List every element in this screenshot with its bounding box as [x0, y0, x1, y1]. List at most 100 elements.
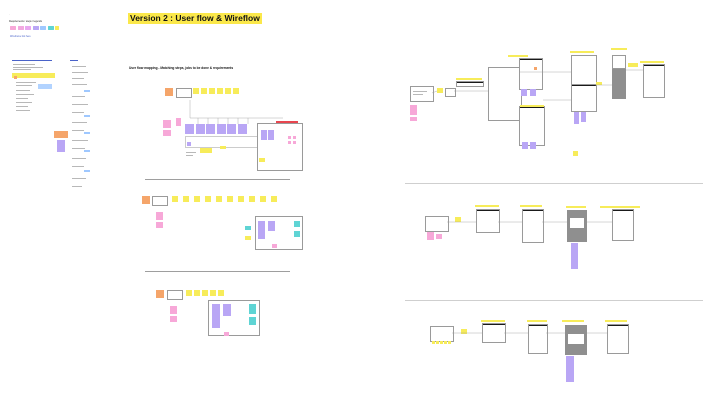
flow2-entry-card	[152, 196, 168, 206]
flow1-alert-bar	[276, 121, 298, 123]
wireflow2-note	[427, 232, 434, 240]
wireflow2-label	[566, 206, 586, 208]
screen-dot	[534, 67, 537, 70]
legend-swatch	[55, 26, 59, 30]
section-divider	[145, 179, 290, 180]
flow-step	[216, 196, 222, 202]
screen-header	[523, 210, 543, 212]
wireflow2-modal-screen	[567, 210, 587, 242]
flow-screen	[268, 221, 275, 231]
flow1-detail	[186, 150, 196, 158]
screen-header	[608, 325, 628, 327]
flow1-mini-screen	[187, 142, 191, 146]
flow3-note	[170, 306, 177, 314]
col-chip	[84, 170, 90, 172]
screen-header	[572, 85, 596, 87]
screen-header	[483, 324, 505, 326]
flow-screen	[581, 112, 586, 122]
flow-screen	[574, 112, 579, 124]
flow-step	[217, 88, 223, 94]
flow2-note	[156, 222, 163, 228]
wireframe-link[interactable]: Wireframe link here	[10, 35, 31, 38]
col-heading-line	[70, 60, 78, 61]
flow-screen	[268, 130, 274, 140]
col-chip	[84, 150, 90, 152]
legend-marker: ·	[9, 12, 10, 16]
flow-step	[448, 341, 451, 344]
flow-screen	[216, 124, 226, 134]
wireflow2-label	[475, 205, 499, 207]
flow-step	[201, 88, 207, 94]
wire-dot	[288, 136, 291, 139]
flow1-steps	[193, 88, 239, 94]
flow-screen	[237, 124, 247, 134]
col-line	[72, 66, 86, 67]
doc-line	[16, 110, 30, 111]
screen-header	[644, 65, 664, 67]
flow1-step-label	[200, 148, 212, 153]
flow1-note	[163, 120, 171, 128]
screen-header	[529, 325, 547, 327]
flow-screen	[227, 124, 236, 134]
screen-header	[477, 210, 499, 212]
legend-title: Requirements / steps / legends	[9, 20, 42, 23]
screen-header	[613, 210, 633, 212]
legend-swatch	[17, 26, 24, 30]
doc-line	[16, 85, 32, 86]
flow-step	[233, 88, 239, 94]
wireflow2-step	[455, 217, 461, 222]
modal-card	[568, 334, 584, 344]
flow-step	[249, 196, 255, 202]
detail-line	[186, 152, 196, 153]
section-divider	[405, 300, 703, 301]
doc-line	[16, 90, 30, 91]
flow-step	[172, 196, 178, 202]
wireflow1-note	[410, 105, 417, 115]
wireflow3-label	[527, 320, 547, 322]
screen-header	[520, 107, 544, 109]
wireflow1-step	[628, 63, 638, 67]
wireflow1-step	[573, 151, 578, 156]
doc-highlight	[12, 73, 55, 78]
wireflow3-label	[605, 320, 627, 322]
wire-dot	[293, 136, 296, 139]
doc-line	[13, 64, 35, 65]
flow-screen	[261, 130, 267, 140]
flow1-note	[176, 118, 181, 126]
wireflow1-step	[437, 88, 443, 93]
doc-line	[16, 82, 36, 83]
flow2-note	[272, 244, 277, 248]
doc-heading-line	[12, 60, 52, 61]
flow-step	[271, 196, 277, 202]
wire-dot	[293, 141, 296, 144]
wireflow1-screen	[519, 58, 543, 90]
flow-step	[238, 196, 244, 202]
section-divider	[405, 183, 703, 184]
flow-accent	[294, 231, 300, 237]
flow-step	[210, 290, 216, 296]
wireflow1-label	[611, 48, 627, 50]
wireflow2-note	[436, 234, 442, 239]
wire-dot	[288, 141, 291, 144]
wire-line	[413, 94, 423, 95]
doc-line	[16, 106, 28, 107]
wireflow2-label	[520, 205, 542, 207]
flow1-wireframe-panel	[257, 121, 303, 171]
doc-screen-thumb	[57, 140, 65, 152]
col-line	[72, 84, 87, 85]
flow1-screen-row	[185, 124, 253, 136]
modal-card	[570, 218, 584, 228]
col-line	[72, 122, 87, 123]
wireflow3-steps	[432, 341, 452, 344]
screen-header	[457, 82, 483, 83]
requirements-document	[12, 60, 56, 140]
wireflow2-screen	[522, 209, 544, 243]
wireflow3-modal-screen	[565, 325, 587, 355]
col-line	[72, 130, 84, 131]
flow-step	[194, 196, 200, 202]
col-line	[72, 96, 85, 97]
doc-line	[13, 69, 31, 70]
screen-header	[520, 59, 542, 61]
wireflow1-mini-card	[445, 88, 456, 97]
